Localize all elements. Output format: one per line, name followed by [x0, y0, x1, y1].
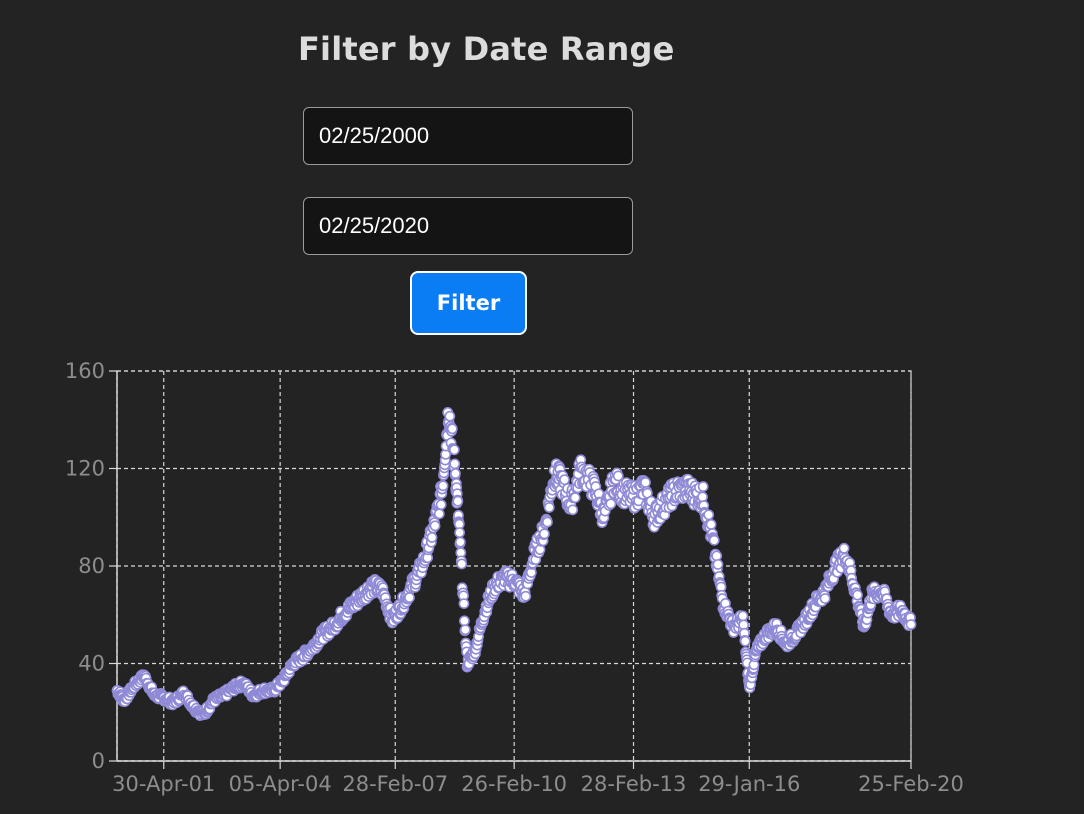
- x-tick-label: 05-Apr-04: [229, 772, 332, 796]
- data-point: [542, 516, 553, 528]
- data-point: [454, 527, 466, 539]
- data-point: [437, 480, 449, 492]
- y-tick-label: 80: [78, 554, 105, 578]
- data-point: [711, 550, 723, 562]
- data-point: [538, 528, 550, 540]
- data-point: [448, 444, 460, 456]
- x-tick-label: 30-Apr-01: [112, 772, 215, 796]
- data-point: [640, 477, 651, 488]
- data-point: [452, 495, 464, 507]
- y-tick-label: 160: [65, 359, 105, 383]
- data-point: [459, 615, 470, 627]
- data-point: [429, 520, 441, 532]
- filter-button[interactable]: Filter: [410, 271, 527, 335]
- data-point: [567, 504, 579, 516]
- data-point: [458, 598, 470, 610]
- data-point: [454, 536, 466, 548]
- data-point: [697, 491, 708, 503]
- data-point: [703, 509, 715, 521]
- data-point: [737, 610, 749, 622]
- data-point: [705, 519, 717, 530]
- x-tick-label: 26-Feb-10: [461, 772, 567, 796]
- data-point: [435, 499, 447, 511]
- data-point: [520, 590, 532, 602]
- y-tick-label: 40: [78, 652, 105, 676]
- x-tick-label: 29-Jan-16: [698, 772, 800, 796]
- data-point: [456, 558, 468, 570]
- x-tick-label: 28-Feb-07: [342, 772, 448, 796]
- data-point: [905, 619, 917, 630]
- data-point: [852, 589, 863, 601]
- y-tick-label: 0: [92, 749, 105, 773]
- data-point: [605, 498, 617, 510]
- data-point: [739, 635, 751, 647]
- data-point: [569, 492, 581, 504]
- x-tick-label: 25-Feb-20: [858, 772, 964, 796]
- data-point: [459, 624, 471, 636]
- data-point: [697, 481, 709, 492]
- data-point: [612, 470, 624, 482]
- data-point: [838, 542, 850, 554]
- data-point: [404, 592, 415, 604]
- data-point: [819, 593, 831, 604]
- x-tick-label: 28-Feb-13: [581, 772, 687, 796]
- data-point: [433, 508, 445, 520]
- data-point: [708, 534, 720, 546]
- series-points: [111, 407, 917, 721]
- end-date-input[interactable]: [303, 197, 633, 255]
- data-point: [449, 458, 461, 470]
- page-title: Filter by Date Range: [298, 30, 675, 68]
- data-point: [543, 502, 555, 513]
- y-tick-label: 120: [65, 457, 105, 481]
- start-date-input[interactable]: [303, 107, 633, 165]
- data-point: [712, 559, 724, 570]
- data-point: [450, 468, 461, 479]
- data-point: [444, 410, 456, 422]
- data-point: [559, 474, 570, 486]
- data-point: [446, 423, 458, 435]
- data-point: [426, 532, 438, 543]
